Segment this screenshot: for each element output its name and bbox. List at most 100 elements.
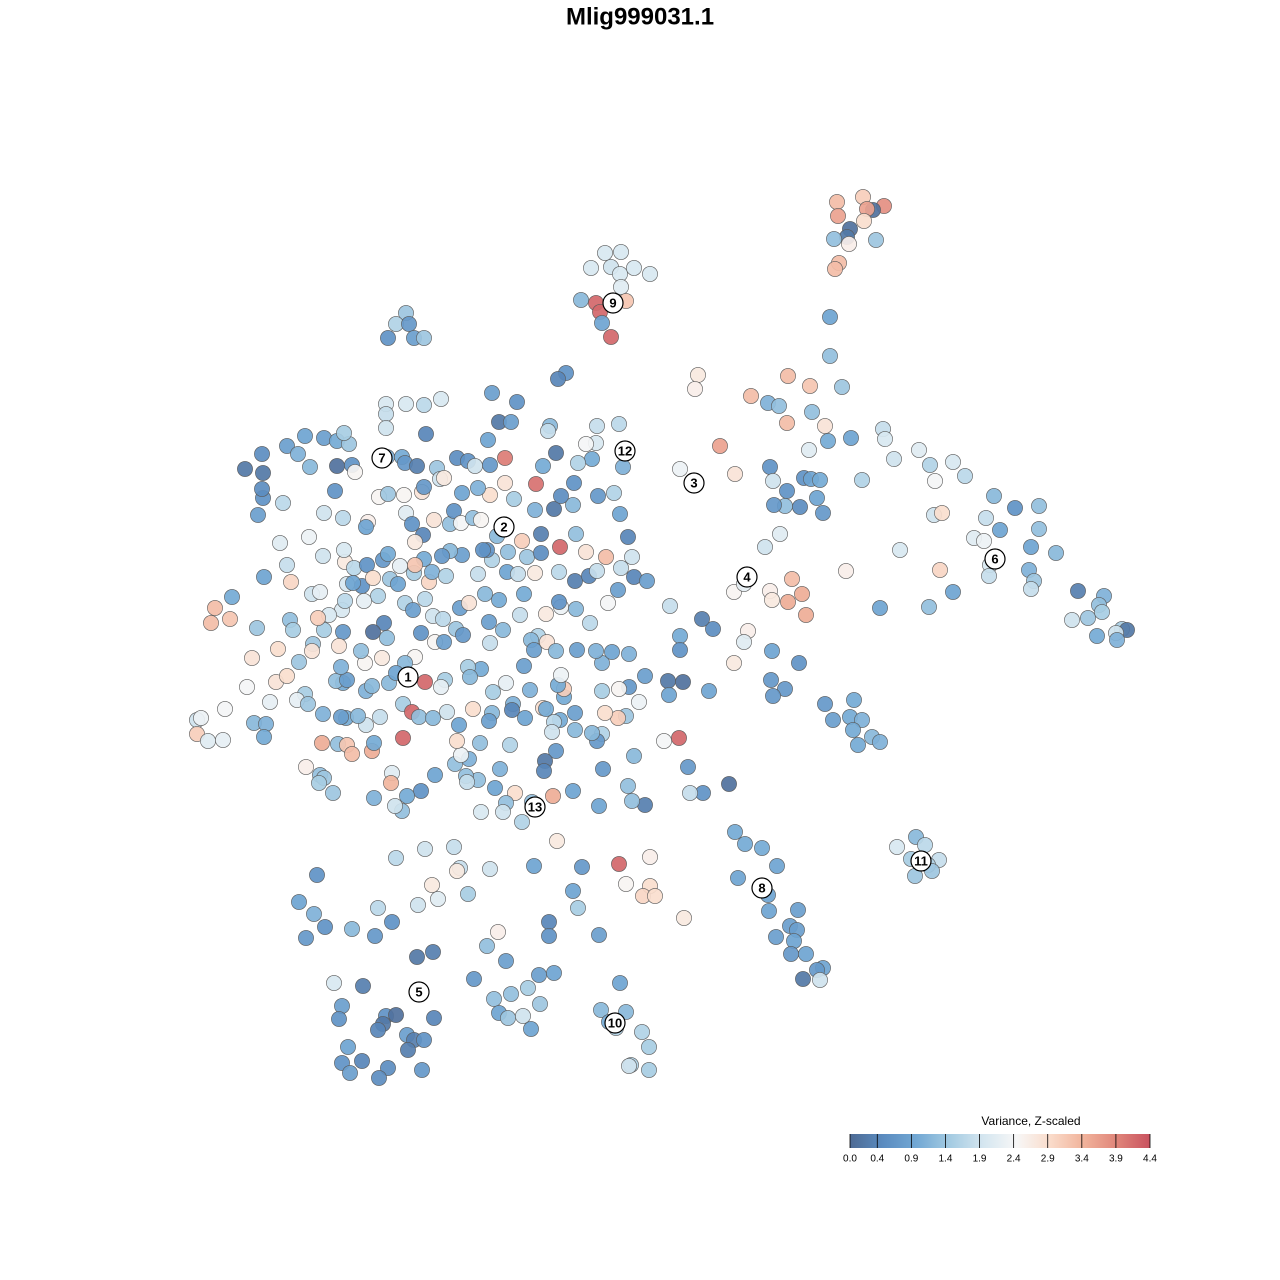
- point: [838, 563, 854, 579]
- point: [527, 565, 543, 581]
- point: [459, 774, 475, 790]
- point: [487, 780, 503, 796]
- point: [1023, 581, 1039, 597]
- point: [336, 542, 352, 558]
- point: [449, 863, 465, 879]
- point: [765, 473, 781, 489]
- point: [405, 602, 421, 618]
- point: [690, 367, 706, 383]
- point: [721, 776, 737, 792]
- point: [610, 582, 626, 598]
- point: [612, 506, 628, 522]
- point: [978, 510, 994, 526]
- point: [764, 592, 780, 608]
- point: [416, 1032, 432, 1048]
- point: [1007, 500, 1023, 516]
- point: [621, 1058, 637, 1074]
- point: [304, 643, 320, 659]
- cluster-label-badge: [524, 796, 546, 818]
- point: [736, 634, 752, 650]
- point: [634, 1024, 650, 1040]
- point: [672, 461, 688, 477]
- cluster-label-badge: [371, 447, 393, 469]
- point: [701, 683, 717, 699]
- point: [584, 725, 600, 741]
- point: [661, 687, 677, 703]
- point: [509, 394, 525, 410]
- point: [845, 722, 861, 738]
- point: [546, 501, 562, 517]
- point: [802, 378, 818, 394]
- point: [992, 522, 1008, 538]
- point: [771, 398, 787, 414]
- point: [317, 919, 333, 935]
- point: [346, 560, 362, 576]
- point: [366, 790, 382, 806]
- point: [830, 208, 846, 224]
- point: [694, 611, 710, 627]
- point: [275, 495, 291, 511]
- point: [872, 734, 888, 750]
- point: [392, 558, 408, 574]
- point: [409, 949, 425, 965]
- point: [516, 586, 532, 602]
- point: [660, 673, 676, 689]
- point: [981, 568, 997, 584]
- point: [817, 696, 833, 712]
- cluster-label: 7: [378, 450, 385, 465]
- point: [417, 841, 433, 857]
- point: [536, 763, 552, 779]
- point: [541, 914, 557, 930]
- point: [631, 694, 647, 710]
- point: [639, 573, 655, 589]
- point: [370, 588, 386, 604]
- colorbar-tick-label: 3.4: [1075, 1154, 1089, 1165]
- cluster-label: 1: [404, 669, 411, 684]
- point: [291, 654, 307, 670]
- point: [504, 702, 520, 718]
- point: [886, 451, 902, 467]
- point: [620, 778, 636, 794]
- point: [451, 717, 467, 733]
- point: [336, 425, 352, 441]
- point: [672, 628, 688, 644]
- point: [347, 464, 363, 480]
- point: [290, 446, 306, 462]
- point: [868, 232, 884, 248]
- point: [927, 473, 943, 489]
- point: [801, 442, 817, 458]
- point: [249, 620, 265, 636]
- point: [425, 944, 441, 960]
- cluster-label-badge: [614, 440, 636, 462]
- point: [426, 1010, 442, 1026]
- point: [595, 761, 611, 777]
- point: [495, 804, 511, 820]
- point: [497, 450, 513, 466]
- cluster-label: 4: [743, 569, 751, 584]
- point: [531, 967, 547, 983]
- point: [365, 624, 381, 640]
- point: [523, 1021, 539, 1037]
- point: [538, 701, 554, 717]
- point: [426, 512, 442, 528]
- point: [380, 1060, 396, 1076]
- point: [433, 391, 449, 407]
- point: [743, 388, 759, 404]
- point: [454, 485, 470, 501]
- point: [917, 837, 933, 853]
- point: [398, 396, 414, 412]
- point: [588, 643, 604, 659]
- point: [934, 505, 950, 521]
- point: [500, 1010, 516, 1026]
- point: [390, 576, 406, 592]
- point: [460, 886, 476, 902]
- point: [584, 451, 600, 467]
- point: [470, 480, 486, 496]
- point: [520, 980, 536, 996]
- point: [815, 505, 831, 521]
- point: [762, 459, 778, 475]
- point: [544, 724, 560, 740]
- point: [1064, 612, 1080, 628]
- point: [354, 1053, 370, 1069]
